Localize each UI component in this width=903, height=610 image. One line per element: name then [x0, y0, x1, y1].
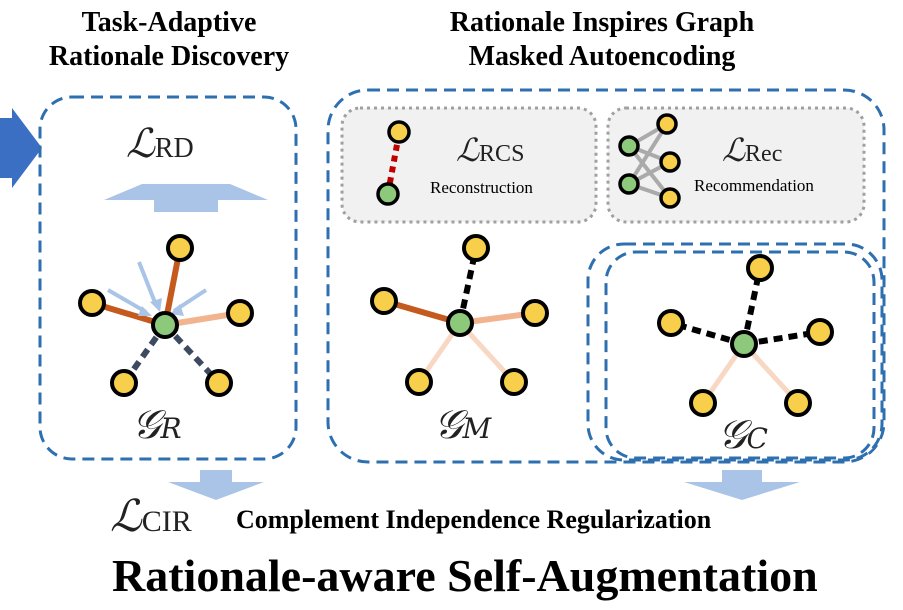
- down-arrow-right: [684, 470, 800, 500]
- loss-symbol: ℒ: [126, 121, 155, 167]
- graph-r-label: 𝒢R: [132, 402, 182, 452]
- node-item: [656, 113, 678, 135]
- loss-subscript: RCS: [479, 141, 525, 167]
- graph-symbol: 𝒢: [132, 402, 161, 448]
- loss-symbol: ℒ: [110, 491, 142, 542]
- title-line: Rationale Discovery: [48, 41, 290, 72]
- input-arrow: [0, 108, 42, 188]
- loss-subscript: RD: [154, 133, 194, 164]
- complement-graph-panel-inner: [604, 250, 876, 460]
- recommendation-caption: Recommendation: [694, 176, 814, 195]
- down-arrow-left: [168, 470, 264, 500]
- loss-rcs: ℒRCS: [456, 132, 524, 172]
- loss-subscript: Rec: [745, 141, 783, 167]
- graph-symbol: 𝒢: [718, 412, 747, 458]
- graph-m-label: 𝒢M: [434, 402, 491, 452]
- node-user: [618, 135, 640, 157]
- masked-autoencoding-panel: [326, 88, 886, 464]
- rationale-discovery-title: Task-Adaptive Rationale Discovery: [40, 6, 298, 74]
- loss-symbol: ℒ: [722, 131, 746, 169]
- up-arrow: [104, 184, 268, 212]
- main-title: Rationale-aware Self-Augmentation: [112, 550, 818, 601]
- loss-rd: ℒRD: [126, 122, 194, 171]
- node-user: [618, 173, 640, 195]
- node-item: [659, 187, 681, 209]
- loss-rec: ℒRec: [722, 132, 782, 172]
- graph-m: [370, 234, 549, 396]
- graph-c-label: 𝒢C: [718, 412, 768, 462]
- loss-cir: ℒCIR: [110, 492, 192, 547]
- title-line: Task-Adaptive: [81, 7, 257, 38]
- graph-symbol: 𝒢: [434, 402, 463, 448]
- cir-caption: Complement Independence Regularization: [236, 505, 712, 534]
- loss-subscript: CIR: [141, 505, 192, 538]
- title-line: Rationale Inspires Graph: [449, 7, 755, 38]
- node-center: [376, 182, 400, 206]
- loss-symbol: ℒ: [456, 131, 480, 169]
- masked-autoencoding-title: Rationale Inspires Graph Masked Autoenco…: [392, 6, 812, 74]
- graph-subscript: R: [160, 412, 182, 445]
- reconstruction-caption: Reconstruction: [430, 178, 533, 197]
- title-line: Masked Autoencoding: [468, 41, 736, 72]
- rationale-discovery-panel: [38, 95, 298, 461]
- node-user: [387, 120, 411, 144]
- node-item: [659, 151, 681, 173]
- graph-subscript: M: [462, 412, 492, 445]
- graph-subscript: C: [746, 422, 768, 455]
- graph-c: [657, 254, 834, 417]
- graph-r: [78, 234, 254, 397]
